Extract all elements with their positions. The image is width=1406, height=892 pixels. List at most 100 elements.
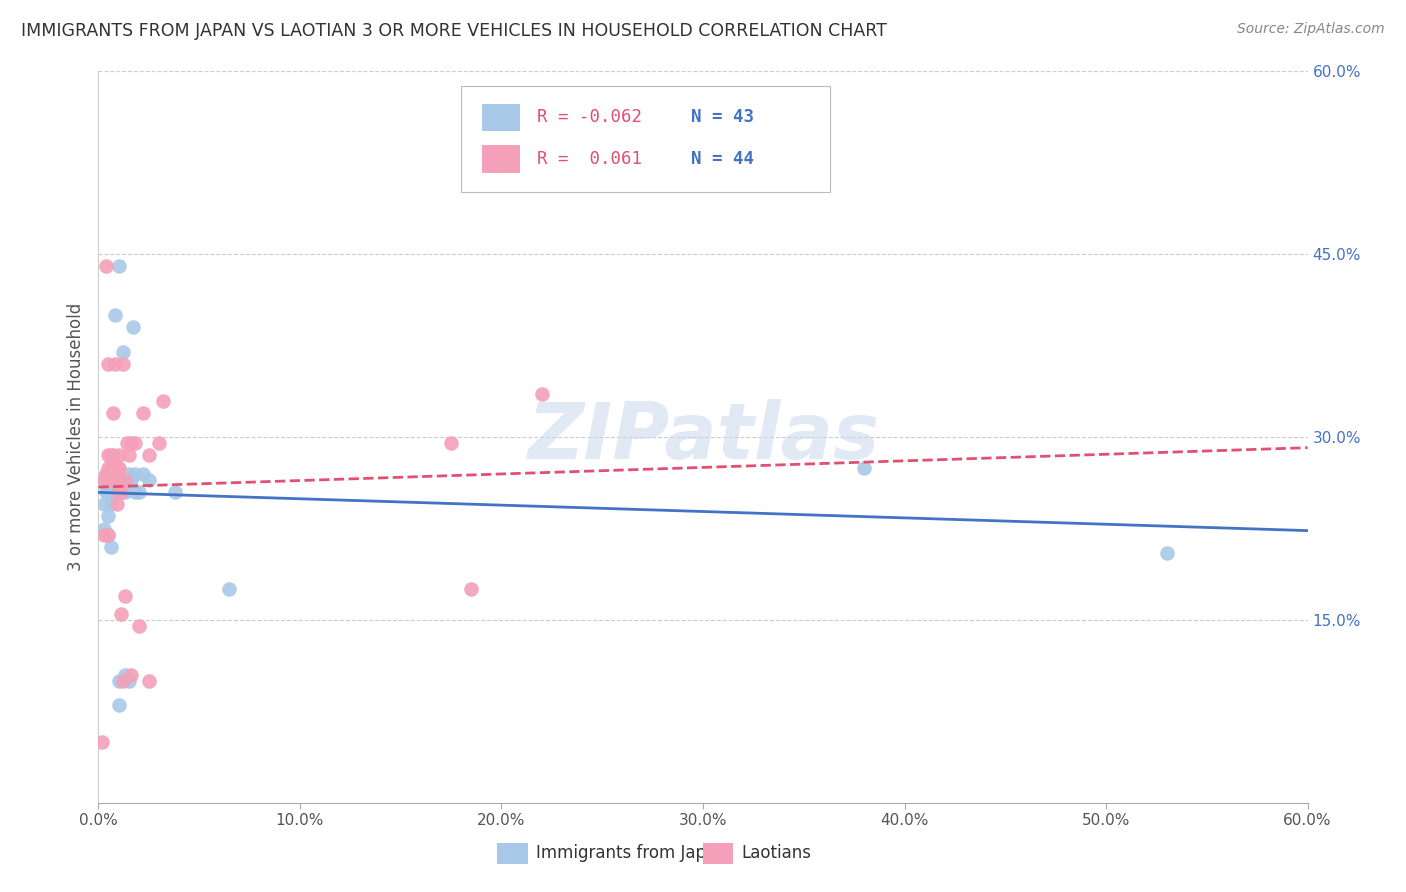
Bar	[498, 843, 527, 863]
Point	[107, 485, 129, 500]
Point	[124, 467, 146, 481]
Point	[118, 673, 141, 688]
Point	[97, 527, 120, 541]
Point	[853, 460, 876, 475]
Point	[128, 485, 150, 500]
Point	[97, 467, 120, 481]
Point	[97, 485, 120, 500]
Point	[218, 582, 240, 597]
Point	[118, 448, 141, 462]
Point	[100, 460, 122, 475]
Point	[530, 387, 553, 401]
Point	[100, 540, 122, 554]
Point	[132, 467, 155, 481]
Point	[105, 460, 128, 475]
Point	[148, 436, 170, 450]
Point	[97, 460, 120, 475]
Text: N = 43: N = 43	[690, 109, 754, 127]
Point	[121, 320, 143, 334]
Point	[96, 485, 118, 500]
Point	[93, 497, 115, 511]
Point	[114, 485, 136, 500]
Point	[124, 485, 146, 500]
Point	[110, 607, 132, 621]
Point	[111, 357, 134, 371]
Point	[93, 527, 115, 541]
Bar	[703, 843, 734, 863]
Point	[118, 467, 141, 481]
Y-axis label: 3 or more Vehicles in Household: 3 or more Vehicles in Household	[66, 303, 84, 571]
Text: ZIPatlas: ZIPatlas	[527, 399, 879, 475]
Point	[101, 454, 124, 468]
Point	[100, 497, 122, 511]
Text: Immigrants from Japan: Immigrants from Japan	[536, 844, 727, 863]
Point	[100, 448, 122, 462]
Point	[110, 485, 132, 500]
Point	[440, 436, 463, 450]
Point	[138, 673, 160, 688]
Point	[111, 473, 134, 487]
Point	[111, 344, 134, 359]
Bar	[482, 145, 520, 173]
Point	[97, 357, 120, 371]
Point	[103, 357, 125, 371]
Point	[120, 667, 142, 681]
Point	[96, 260, 118, 274]
Point	[93, 473, 115, 487]
Bar	[482, 103, 520, 131]
Point	[103, 460, 125, 475]
Point	[111, 673, 134, 688]
Point	[101, 406, 124, 420]
Point	[107, 673, 129, 688]
Point	[128, 619, 150, 633]
Point	[103, 479, 125, 493]
Point	[114, 473, 136, 487]
Point	[152, 393, 174, 408]
Point	[101, 460, 124, 475]
Point	[101, 473, 124, 487]
Point	[105, 497, 128, 511]
Point	[93, 521, 115, 535]
Point	[103, 473, 125, 487]
Point	[114, 667, 136, 681]
Point	[115, 473, 138, 487]
Text: R = -0.062: R = -0.062	[537, 109, 643, 127]
Point	[101, 485, 124, 500]
Point	[100, 460, 122, 475]
Point	[97, 473, 120, 487]
Point	[138, 473, 160, 487]
Point	[1156, 546, 1178, 560]
Point	[96, 473, 118, 487]
Point	[97, 527, 120, 541]
Point	[100, 473, 122, 487]
Point	[103, 467, 125, 481]
Point	[114, 589, 136, 603]
Point	[97, 509, 120, 524]
Point	[124, 436, 146, 450]
Point	[107, 448, 129, 462]
Point	[103, 308, 125, 322]
Point	[91, 735, 114, 749]
Point	[120, 473, 142, 487]
Point	[115, 436, 138, 450]
FancyBboxPatch shape	[461, 86, 830, 192]
Point	[107, 460, 129, 475]
Point	[107, 698, 129, 713]
Text: IMMIGRANTS FROM JAPAN VS LAOTIAN 3 OR MORE VEHICLES IN HOUSEHOLD CORRELATION CHA: IMMIGRANTS FROM JAPAN VS LAOTIAN 3 OR MO…	[21, 22, 887, 40]
Point	[132, 406, 155, 420]
Text: N = 44: N = 44	[690, 150, 754, 168]
Point	[101, 448, 124, 462]
Point	[107, 260, 129, 274]
Point	[96, 467, 118, 481]
Point	[100, 473, 122, 487]
Text: Source: ZipAtlas.com: Source: ZipAtlas.com	[1237, 22, 1385, 37]
Point	[120, 436, 142, 450]
Point	[107, 485, 129, 500]
Text: Laotians: Laotians	[742, 844, 811, 863]
Point	[97, 448, 120, 462]
Point	[138, 448, 160, 462]
Point	[105, 485, 128, 500]
Text: R =  0.061: R = 0.061	[537, 150, 643, 168]
Point	[460, 582, 482, 597]
Point	[163, 485, 186, 500]
